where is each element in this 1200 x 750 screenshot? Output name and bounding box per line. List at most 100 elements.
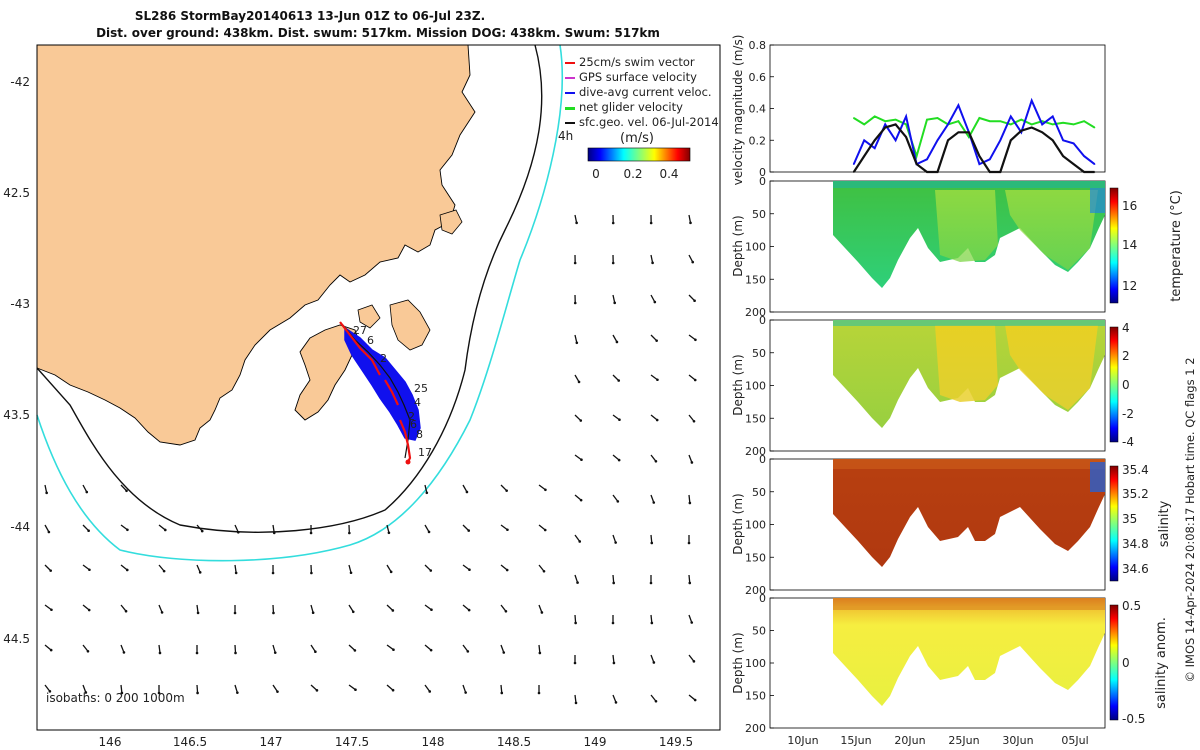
temperature-field-warm	[935, 190, 1098, 270]
current-arrow-head	[353, 649, 357, 652]
current-arrow-head	[195, 651, 199, 655]
current-arrow-head	[690, 461, 694, 464]
current-arrow-head	[47, 530, 51, 534]
salinity-anomaly-panel: 0 50 100 150 200 Depth (m) 0.5 0 -0.5 salini…	[731, 592, 1169, 735]
depth-tick-label: 150	[745, 690, 766, 703]
current-arrow	[650, 534, 653, 544]
current-arrow-head	[655, 339, 658, 342]
temperature-colorbar	[1109, 187, 1119, 304]
current-arrow-head	[84, 691, 88, 694]
legend-swatch-geo	[565, 122, 575, 124]
map-x-tick: 148.5	[497, 735, 531, 749]
current-arrow-head	[87, 608, 91, 612]
current-arrow-head	[612, 581, 616, 585]
current-arrow-head	[273, 651, 277, 654]
velocity-point	[1030, 123, 1033, 126]
map-legend: 25cm/s swim vector GPS surface velocity …	[565, 55, 719, 129]
current-arrow-head	[615, 340, 619, 344]
current-arrow-head	[391, 609, 395, 612]
current-arrow	[612, 334, 618, 343]
current-arrow-head	[690, 621, 694, 624]
current-arrow	[574, 454, 582, 461]
current-arrow	[500, 524, 508, 531]
legend-entry: net glider velocity	[579, 100, 683, 114]
current-arrow-head	[612, 661, 616, 665]
velocity-point	[947, 123, 949, 126]
current-arrow-head	[311, 611, 315, 615]
current-arrow-head	[468, 568, 471, 572]
current-arrow	[120, 644, 125, 653]
velocity-point	[1083, 120, 1085, 122]
current-arrow-head	[573, 661, 577, 665]
current-arrow-head	[688, 581, 692, 585]
velocity-point	[905, 136, 907, 138]
current-arrow	[310, 644, 316, 653]
current-arrow-head	[125, 489, 128, 493]
copyright-note: © IMOS 14-Apr-2024 20:08:17 Hobart time.…	[1183, 357, 1197, 682]
current-arrow	[612, 574, 615, 584]
velocity-point	[936, 117, 939, 119]
current-arrow	[688, 414, 695, 422]
temp-anomaly-cbar-tick: -2	[1122, 407, 1134, 421]
isobaths-label: isobaths: 0 200 1000m	[46, 691, 185, 705]
current-arrow-head	[693, 698, 697, 702]
current-arrow	[82, 604, 90, 611]
current-arrow-head	[575, 221, 578, 225]
current-vector-field	[44, 214, 697, 705]
map-colorbar	[587, 147, 691, 162]
current-arrow	[120, 484, 128, 492]
current-arrow-head	[616, 500, 620, 503]
map-y-tick: -44	[10, 520, 30, 534]
current-arrow	[612, 694, 617, 703]
depth-tick-label: 200	[745, 584, 766, 597]
velocity-series-line	[852, 123, 1095, 174]
current-arrow-head	[126, 528, 129, 532]
current-arrow-head	[160, 611, 164, 614]
velocity-point	[1020, 118, 1023, 121]
current-arrow-head	[392, 648, 395, 652]
map-frame	[36, 44, 721, 731]
temp-anomaly-cbar-tick: 4	[1122, 321, 1130, 335]
current-arrow-head	[579, 419, 583, 422]
salinity-cbar-tick: 34.6	[1122, 562, 1149, 576]
depth-tick-label: 100	[745, 657, 766, 670]
current-arrow	[650, 254, 654, 263]
depth-tick-label: 150	[745, 412, 766, 425]
current-arrow-head	[611, 221, 615, 225]
current-arrow	[82, 644, 89, 652]
temperature-panel: 0 50 100 150 200 Depth (m) 16 14 12 temperat…	[731, 175, 1184, 319]
current-arrow	[462, 644, 469, 652]
time-tick: 10Jun	[787, 734, 818, 747]
current-arrow-head	[236, 691, 239, 694]
track-label: 27	[353, 324, 367, 337]
current-arrow	[688, 574, 691, 584]
track-label: 4	[414, 396, 421, 409]
map-y-axis: -42 42.5 -43 43.5 -44 44.5	[3, 75, 30, 646]
current-arrow-head	[649, 581, 653, 585]
temp-anomaly-surface	[833, 320, 1105, 326]
current-arrow-head	[651, 261, 654, 265]
current-arrow	[44, 524, 50, 533]
current-arrow	[158, 524, 166, 531]
current-arrow-head	[196, 611, 200, 615]
velocity-series-line	[853, 115, 1096, 160]
current-arrow-head	[504, 610, 508, 613]
velocity-point	[884, 120, 886, 122]
depth-tick-label: 50	[752, 486, 766, 499]
current-arrow	[688, 374, 696, 381]
velocity-point	[947, 139, 949, 142]
depth-tick-label: 100	[745, 519, 766, 532]
velocity-point	[1030, 99, 1033, 102]
current-arrow-head	[427, 530, 431, 534]
current-arrow-head	[430, 608, 433, 612]
current-arrow-head	[314, 650, 317, 654]
current-arrow	[310, 604, 314, 613]
temp-anomaly-panel: 0 50 100 150 200 Depth (m) 4 2 0 -2 -4	[731, 314, 1134, 458]
salinity-panel: 0 50 100 150 200 Depth (m) 35.4 35.2 35 34.8…	[731, 453, 1172, 597]
velocity-point	[1020, 129, 1023, 132]
velocity-point	[915, 163, 918, 165]
current-arrow	[348, 644, 356, 651]
salinity-surface	[833, 459, 1105, 469]
current-arrow-head	[196, 691, 199, 695]
velocity-ytick-label: 0.4	[749, 103, 767, 116]
